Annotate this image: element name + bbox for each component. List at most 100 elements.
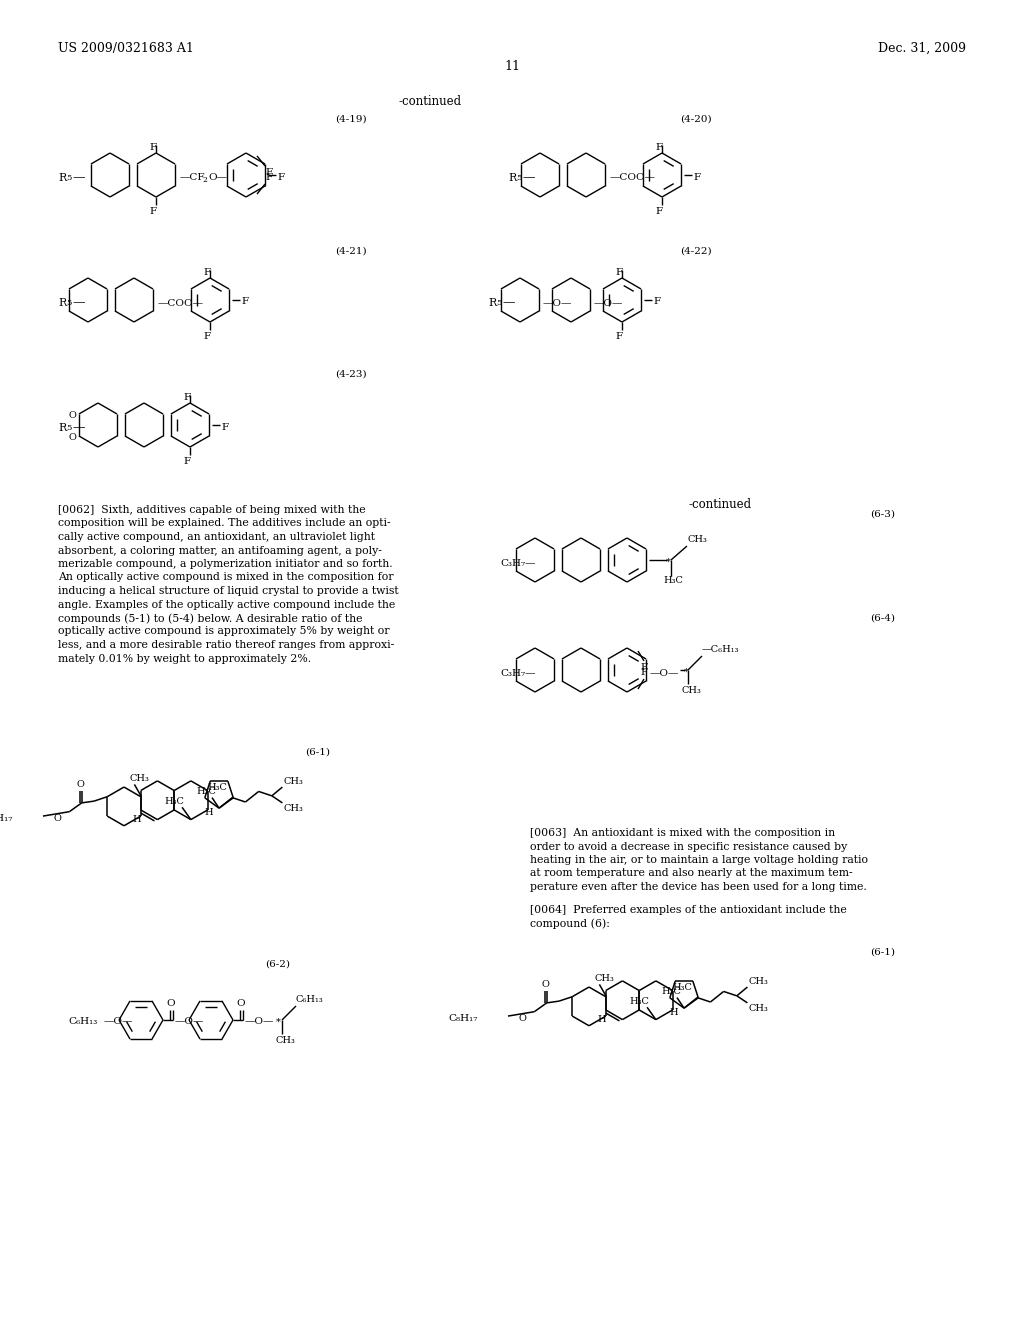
- Text: (6-2): (6-2): [265, 960, 290, 969]
- Text: (4-22): (4-22): [680, 247, 712, 256]
- Text: 11: 11: [504, 59, 520, 73]
- Text: 5: 5: [66, 300, 72, 308]
- Text: —: —: [522, 172, 535, 185]
- Text: C₃H₇—: C₃H₇—: [500, 668, 536, 677]
- Text: (4-23): (4-23): [335, 370, 367, 379]
- Text: (4-19): (4-19): [335, 115, 367, 124]
- Text: R: R: [488, 298, 497, 308]
- Text: CH₃: CH₃: [129, 774, 148, 783]
- Text: F: F: [615, 333, 623, 341]
- Text: H: H: [132, 814, 141, 824]
- Text: mately 0.01% by weight to approximately 2%.: mately 0.01% by weight to approximately …: [58, 653, 311, 664]
- Text: H₃C: H₃C: [663, 576, 683, 585]
- Text: (4-21): (4-21): [335, 247, 367, 256]
- Text: —C₆H₁₃: —C₆H₁₃: [702, 645, 739, 653]
- Text: —O—: —O—: [594, 298, 624, 308]
- Text: F: F: [183, 457, 190, 466]
- Text: -continued: -continued: [688, 498, 752, 511]
- Text: inducing a helical structure of liquid crystal to provide a twist: inducing a helical structure of liquid c…: [58, 586, 398, 597]
- Text: F: F: [265, 168, 272, 177]
- Text: order to avoid a decrease in specific resistance caused by: order to avoid a decrease in specific re…: [530, 842, 847, 851]
- Text: CH₃: CH₃: [682, 686, 701, 696]
- Text: C₆H₁₃: C₆H₁₃: [296, 995, 324, 1005]
- Text: H₃C: H₃C: [196, 787, 216, 796]
- Text: H₃C: H₃C: [164, 796, 184, 805]
- Text: (6-1): (6-1): [305, 748, 330, 756]
- Text: F: F: [693, 173, 700, 181]
- Text: An optically active compound is mixed in the composition for: An optically active compound is mixed in…: [58, 573, 393, 582]
- Text: —O—: —O—: [543, 298, 572, 308]
- Text: O: O: [53, 813, 61, 822]
- Text: O—: O—: [208, 173, 227, 182]
- Text: C₈H₁₇: C₈H₁₇: [449, 1014, 478, 1023]
- Text: —O—: —O—: [175, 1018, 205, 1027]
- Text: CH₃: CH₃: [594, 974, 614, 982]
- Text: F: F: [615, 268, 623, 277]
- Text: 5: 5: [66, 424, 72, 432]
- Text: H₃C: H₃C: [662, 986, 681, 995]
- Text: CH₃: CH₃: [276, 1036, 296, 1045]
- Text: *: *: [666, 557, 671, 566]
- Text: F: F: [640, 668, 647, 677]
- Text: F: F: [655, 143, 663, 152]
- Text: O: O: [518, 1014, 526, 1023]
- Text: C₈H₁₇: C₈H₁₇: [0, 813, 13, 822]
- Text: Dec. 31, 2009: Dec. 31, 2009: [878, 42, 966, 55]
- Text: F: F: [183, 393, 190, 403]
- Text: US 2009/0321683 A1: US 2009/0321683 A1: [58, 42, 194, 55]
- Text: F: F: [221, 422, 228, 432]
- Text: O: O: [237, 999, 246, 1008]
- Text: —: —: [72, 172, 85, 185]
- Text: 5: 5: [496, 300, 502, 308]
- Text: 5: 5: [66, 174, 72, 182]
- Text: (4-20): (4-20): [680, 115, 712, 124]
- Text: optically active compound is approximately 5% by weight or: optically active compound is approximate…: [58, 627, 389, 636]
- Text: C₃H₇—: C₃H₇—: [500, 558, 536, 568]
- Text: O: O: [77, 780, 84, 788]
- Text: H: H: [597, 1015, 606, 1024]
- Text: cally active compound, an antioxidant, an ultraviolet light: cally active compound, an antioxidant, a…: [58, 532, 375, 543]
- Text: absorbent, a coloring matter, an antifoaming agent, a poly-: absorbent, a coloring matter, an antifoa…: [58, 545, 382, 556]
- Text: —: —: [72, 421, 85, 434]
- Text: F: F: [653, 297, 660, 306]
- Text: —O—: —O—: [650, 668, 679, 677]
- Text: R: R: [508, 173, 516, 183]
- Text: H: H: [205, 808, 213, 817]
- Text: H₃C: H₃C: [672, 983, 692, 993]
- Text: F: F: [265, 173, 272, 182]
- Text: —COO—: —COO—: [158, 298, 204, 308]
- Text: compound (6):: compound (6):: [530, 919, 610, 929]
- Text: CH₃: CH₃: [284, 777, 303, 785]
- Text: F: F: [150, 207, 157, 216]
- Text: H₃C: H₃C: [630, 997, 649, 1006]
- Text: CH₃: CH₃: [284, 804, 303, 813]
- Text: F: F: [150, 143, 157, 152]
- Text: CH₃: CH₃: [749, 1005, 768, 1012]
- Text: O: O: [167, 999, 175, 1008]
- Text: less, and a more desirable ratio thereof ranges from approxi-: less, and a more desirable ratio thereof…: [58, 640, 394, 649]
- Text: heating in the air, or to maintain a large voltage holding ratio: heating in the air, or to maintain a lar…: [530, 855, 868, 865]
- Text: composition will be explained. The additives include an opti-: composition will be explained. The addit…: [58, 519, 390, 528]
- Text: —O—: —O—: [245, 1018, 274, 1027]
- Text: F: F: [204, 333, 211, 341]
- Text: CH₃: CH₃: [687, 535, 707, 544]
- Text: at room temperature and also nearly at the maximum tem-: at room temperature and also nearly at t…: [530, 869, 853, 879]
- Text: 2: 2: [202, 176, 207, 183]
- Text: *: *: [684, 668, 689, 676]
- Text: O: O: [68, 433, 76, 442]
- Text: H: H: [670, 1008, 678, 1016]
- Text: F: F: [204, 268, 211, 277]
- Text: C₆H₁₃: C₆H₁₃: [68, 1018, 97, 1027]
- Text: R: R: [58, 298, 67, 308]
- Text: H₃C: H₃C: [207, 783, 227, 792]
- Text: merizable compound, a polymerization initiator and so forth.: merizable compound, a polymerization ini…: [58, 558, 392, 569]
- Text: F: F: [278, 173, 284, 181]
- Text: [0062]  Sixth, additives capable of being mixed with the: [0062] Sixth, additives capable of being…: [58, 506, 366, 515]
- Text: CH₃: CH₃: [749, 977, 768, 986]
- Text: 5: 5: [516, 174, 521, 182]
- Text: -continued: -continued: [398, 95, 462, 108]
- Text: F: F: [655, 207, 663, 216]
- Text: —: —: [72, 297, 85, 309]
- Text: (6-3): (6-3): [870, 510, 895, 519]
- Text: O: O: [68, 412, 76, 421]
